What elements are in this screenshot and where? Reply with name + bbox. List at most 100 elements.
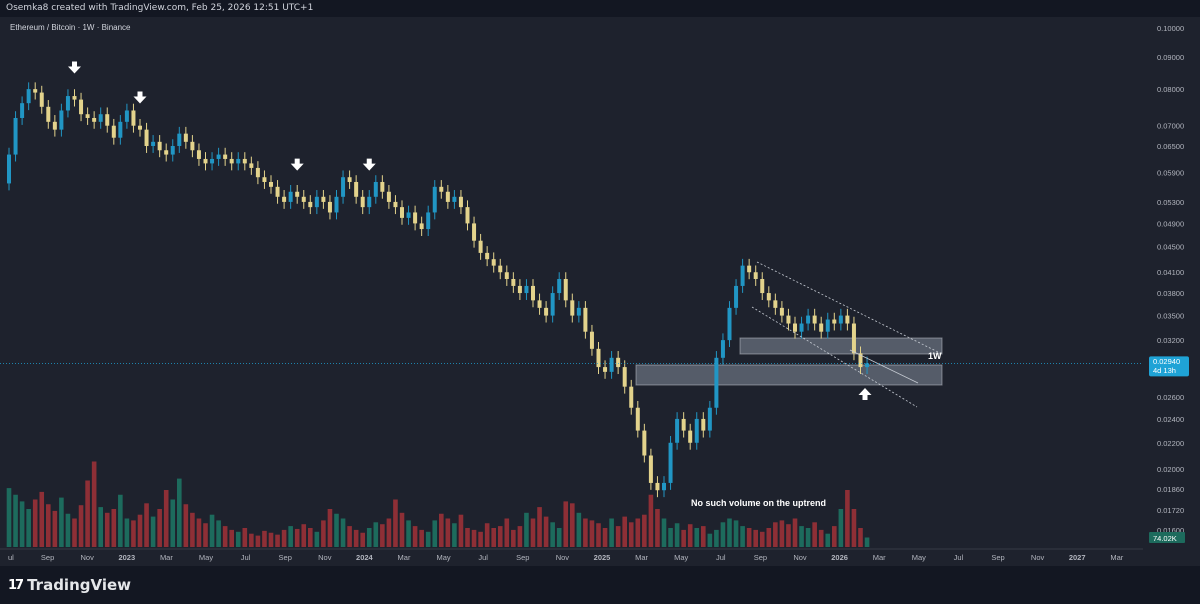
volume-bar xyxy=(177,478,182,547)
price-tick-label: 0.02600 xyxy=(1157,393,1184,402)
time-tick-label: Sep xyxy=(41,553,54,562)
volume-bar xyxy=(216,520,221,547)
candle-body xyxy=(111,125,116,138)
candle-body xyxy=(472,223,477,241)
volume-bar xyxy=(550,522,555,547)
candle-body xyxy=(157,141,162,151)
volume-bar xyxy=(556,528,562,547)
support-zones xyxy=(635,337,943,386)
price-tick-label: 0.04900 xyxy=(1157,219,1184,228)
time-tick-label: Nov xyxy=(556,553,570,562)
candle-body xyxy=(485,252,490,260)
descending-channel xyxy=(751,261,941,408)
volume-bar xyxy=(635,518,641,547)
candle-body xyxy=(249,163,254,168)
volume-bar xyxy=(740,526,745,547)
price-axis-background xyxy=(1143,17,1200,549)
candle-body xyxy=(622,367,627,387)
volume-bar xyxy=(504,518,510,547)
candle-body xyxy=(432,186,437,213)
candle-body xyxy=(747,265,752,273)
candle-body xyxy=(118,121,123,138)
candle-body xyxy=(33,89,38,93)
current-price-value: 0.02940 xyxy=(1153,357,1180,366)
candle-body xyxy=(282,196,287,202)
price-tick-label: 0.03500 xyxy=(1157,312,1184,321)
volume-bar xyxy=(818,529,824,547)
candle-body xyxy=(210,158,215,164)
time-tick-label: Nov xyxy=(318,553,332,562)
volume-bar xyxy=(694,528,700,547)
candle-body xyxy=(288,191,293,202)
candle-body xyxy=(20,103,25,118)
candle-body xyxy=(334,196,339,213)
volume-bar xyxy=(458,514,464,547)
candle-body xyxy=(458,196,463,208)
candle-body xyxy=(229,158,234,164)
candle-body xyxy=(563,279,568,301)
candle-body xyxy=(308,201,313,208)
candle-body xyxy=(177,133,182,147)
candle-body xyxy=(26,89,31,104)
volume-bar xyxy=(530,518,536,547)
candle-body xyxy=(858,353,863,368)
price-tick-label: 0.02400 xyxy=(1157,415,1184,424)
candle-body xyxy=(354,181,359,197)
volume-bar xyxy=(144,503,149,547)
candle-body xyxy=(688,430,693,443)
candle-body xyxy=(537,300,542,308)
volume-note: No such volume on the uptrend xyxy=(691,498,826,508)
volume-bar xyxy=(425,531,431,547)
volume-bar xyxy=(111,509,117,547)
candle-body xyxy=(838,315,843,324)
volume-bar xyxy=(98,507,103,547)
time-tick-label: Mar xyxy=(873,553,886,562)
volume-bar xyxy=(334,513,339,547)
candle-body xyxy=(59,110,64,130)
volume-bar xyxy=(347,526,352,547)
volume-bar xyxy=(615,526,621,547)
time-tick-label: Nov xyxy=(793,553,807,562)
candle-body xyxy=(124,110,129,122)
candle-body xyxy=(583,307,588,332)
candle-body xyxy=(498,265,503,273)
volume-bar xyxy=(235,531,241,547)
candle-body xyxy=(557,279,562,294)
volume-bar xyxy=(229,529,234,547)
volume-bar xyxy=(39,491,45,547)
price-tick-label: 0.05900 xyxy=(1157,169,1184,178)
volume-bar xyxy=(196,518,202,547)
volume-bar xyxy=(308,528,313,547)
candle-body xyxy=(7,154,11,184)
volume-bar xyxy=(707,533,713,547)
time-tick-label: Mar xyxy=(635,553,648,562)
chart-background xyxy=(0,17,1200,566)
down-arrow-icon xyxy=(290,158,304,171)
volume-bar xyxy=(661,518,667,547)
candle-body xyxy=(183,133,188,142)
price-axis[interactable]: 0.10000 0.09000 0.08000 0.07000 0.06500 0.059… xyxy=(1157,24,1184,535)
candle-body xyxy=(413,212,418,224)
candles xyxy=(7,82,870,498)
candle-body xyxy=(452,196,457,202)
candle-body xyxy=(79,99,84,115)
current-price-tag[interactable]: 0.02940 4d 13h xyxy=(1149,356,1189,377)
candle-body xyxy=(524,285,529,294)
time-axis[interactable]: ul Sep Nov 2023 Mar May Jul Sep Nov 2024 Mar May Jul… xyxy=(8,553,1124,562)
price-chart[interactable]: Ethereum / Bitcoin · 1W · Binance 1W No … xyxy=(0,17,1200,566)
candle-body xyxy=(616,357,621,368)
candle-body xyxy=(223,154,228,159)
price-tick-label: 0.01720 xyxy=(1157,506,1184,515)
candle-body xyxy=(720,340,725,358)
brand-name: TradingView xyxy=(27,576,132,594)
volume-bar xyxy=(268,532,274,547)
tradingview-logo[interactable]: 17 TradingView xyxy=(8,576,131,594)
volume-tag: 74.02K xyxy=(1149,532,1185,543)
volume-bar xyxy=(78,505,84,547)
volume-bar xyxy=(301,524,307,547)
candle-body xyxy=(675,418,680,443)
price-tick-label: 0.03800 xyxy=(1157,289,1184,298)
volume-bar xyxy=(452,523,457,547)
time-tick-label: Jul xyxy=(954,553,964,562)
volume-bar xyxy=(353,529,359,547)
